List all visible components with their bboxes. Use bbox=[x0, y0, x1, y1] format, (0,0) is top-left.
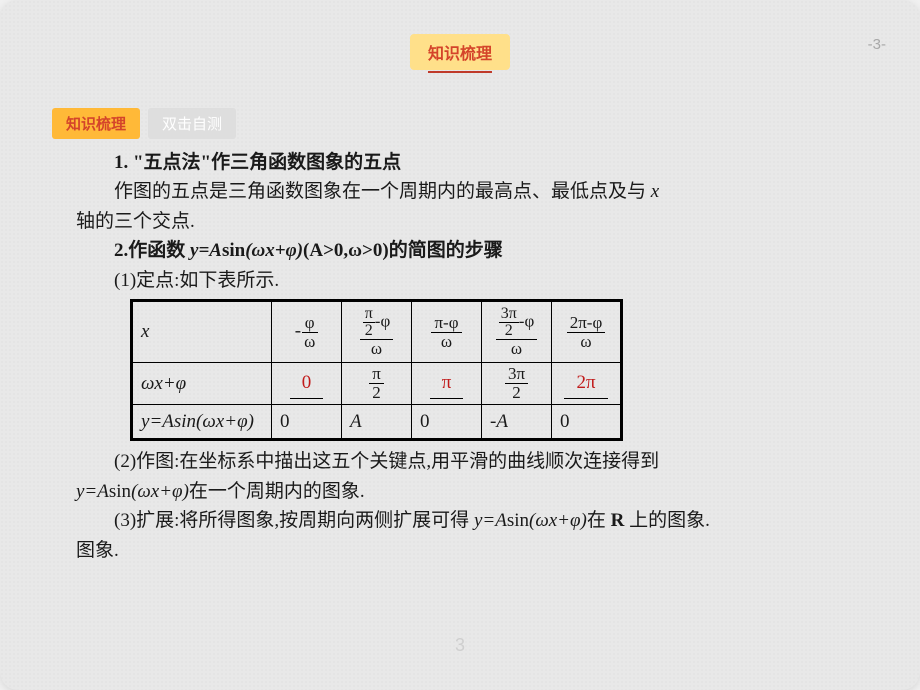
den: ω bbox=[508, 340, 525, 358]
h2-post: 的简图的步骤 bbox=[389, 240, 503, 261]
five-point-table: x -φω π2-φ ω π-φω 3π2-φ ω bbox=[130, 299, 623, 441]
s3-mid: 在 bbox=[587, 510, 611, 531]
nfrac: π2 bbox=[363, 306, 375, 339]
p1-a: 作图的五点是三角函数图象在一个周期内的最高点、最低点及与 bbox=[114, 181, 651, 202]
h2-pre: 2.作函数 bbox=[114, 240, 190, 261]
h2-cond: (A>0,ω>0) bbox=[303, 240, 389, 261]
answer-2pi: 2π bbox=[564, 368, 607, 399]
answer-0: 0 bbox=[290, 368, 324, 399]
nfrac: 3π2 bbox=[499, 306, 519, 339]
table-row: y=Asin(ωx+φ) 0 A 0 -A 0 bbox=[132, 404, 622, 439]
nn: π bbox=[363, 306, 375, 323]
nd: 2 bbox=[363, 323, 375, 339]
label-y: y=Asin(ωx+φ) bbox=[141, 411, 254, 432]
s2-sin: sin bbox=[109, 481, 131, 502]
label-wx: ωx+φ bbox=[141, 373, 186, 394]
cell-y-5: 0 bbox=[552, 404, 622, 439]
cell-x-5: 2π-φω bbox=[552, 301, 622, 363]
num: 2π-φ bbox=[567, 314, 606, 333]
tab-knowledge[interactable]: 知识梳理 bbox=[52, 108, 140, 139]
den: 2 bbox=[369, 384, 384, 402]
nn: 3π bbox=[499, 306, 519, 323]
cell-x-3: π-φω bbox=[412, 301, 482, 363]
frac: 2π-φω bbox=[567, 314, 606, 351]
cell-y-3: 0 bbox=[412, 404, 482, 439]
frac: π2 bbox=[369, 365, 384, 402]
step-2-line2: y=Asin(ωx+φ)在一个周期内的图象. bbox=[76, 477, 860, 506]
h2-sin: sin bbox=[222, 240, 245, 261]
answer-pi: π bbox=[430, 368, 464, 399]
cell-x-1: -φω bbox=[272, 301, 342, 363]
num: φ bbox=[302, 314, 318, 333]
cell-wx-4: 3π2 bbox=[482, 363, 552, 405]
cell-wx-5: 2π bbox=[552, 363, 622, 405]
frac: 3π2 bbox=[505, 365, 528, 402]
table-row: x -φω π2-φ ω π-φω 3π2-φ ω bbox=[132, 301, 622, 363]
s2-pre: (2)作图:在坐标系中描出这五个关键点,用平滑的曲线顺次连接得到 bbox=[114, 451, 659, 472]
num: 3π bbox=[505, 365, 528, 384]
frac: φω bbox=[301, 314, 318, 351]
h2-arg: (ωx+φ) bbox=[245, 240, 303, 261]
p1-x: x bbox=[651, 181, 659, 202]
cell-wx-3: π bbox=[412, 363, 482, 405]
s3-y: y=A bbox=[474, 510, 507, 531]
paragraph-1: 作图的五点是三角函数图象在一个周期内的最高点、最低点及与 x bbox=[76, 177, 860, 206]
heading-2: 2.作函数 y=Asin(ωx+φ)(A>0,ω>0)的简图的步骤 bbox=[76, 236, 860, 265]
frac: 3π2-φ ω bbox=[496, 306, 538, 358]
den: ω bbox=[577, 333, 594, 351]
heading-1: 1. "五点法"作三角函数图象的五点 bbox=[76, 148, 860, 177]
den: ω bbox=[368, 340, 385, 358]
section-badge-label: 知识梳理 bbox=[428, 46, 492, 63]
row-label-y: y=Asin(ωx+φ) bbox=[132, 404, 272, 439]
step-3: (3)扩展:将所得图象,按周期向两侧扩展可得 y=Asin(ωx+φ)在 R 上… bbox=[76, 506, 860, 535]
cell-y-4: -A bbox=[482, 404, 552, 439]
step-1: (1)定点:如下表所示. bbox=[76, 266, 860, 295]
den: ω bbox=[438, 333, 455, 351]
s2-post: 在一个周期内的图象. bbox=[189, 481, 365, 502]
den: ω bbox=[301, 333, 318, 351]
s3-arg: (ωx+φ) bbox=[529, 510, 587, 531]
section-badge: 知识梳理 bbox=[410, 34, 510, 70]
cell-wx-1: 0 bbox=[272, 363, 342, 405]
step-2: (2)作图:在坐标系中描出这五个关键点,用平滑的曲线顺次连接得到 bbox=[76, 447, 860, 476]
step-3-line2: 图象. bbox=[76, 536, 860, 565]
page-corner-number: -3- bbox=[868, 36, 886, 53]
tabs: 知识梳理 双击自测 bbox=[52, 108, 236, 139]
slide: -3- 知识梳理 知识梳理 双击自测 1. "五点法"作三角函数图象的五点 作图… bbox=[0, 0, 920, 690]
cell-y-2: A bbox=[342, 404, 412, 439]
row-label-x: x bbox=[132, 301, 272, 363]
badge-underline bbox=[428, 71, 492, 73]
s2-arg: (ωx+φ) bbox=[131, 481, 189, 502]
minus: -φ bbox=[519, 312, 534, 331]
cell-wx-2: π2 bbox=[342, 363, 412, 405]
footer-page-number: 3 bbox=[455, 635, 465, 656]
row-label-wx: ωx+φ bbox=[132, 363, 272, 405]
label-x: x bbox=[141, 321, 149, 342]
nd: 2 bbox=[503, 323, 515, 339]
cell-y-1: 0 bbox=[272, 404, 342, 439]
s2-y: y=A bbox=[76, 481, 109, 502]
minus: -φ bbox=[375, 312, 390, 331]
table-row: ωx+φ 0 π2 π 3π2 2π bbox=[132, 363, 622, 405]
content: 1. "五点法"作三角函数图象的五点 作图的五点是三角函数图象在一个周期内的最高… bbox=[76, 148, 860, 565]
cell-x-2: π2-φ ω bbox=[342, 301, 412, 363]
cell-x-4: 3π2-φ ω bbox=[482, 301, 552, 363]
s3-post: 上的图象. bbox=[624, 510, 710, 531]
num: π-φ bbox=[431, 314, 461, 333]
s3-sin: sin bbox=[507, 510, 529, 531]
num: π bbox=[369, 365, 384, 384]
num: π2-φ bbox=[360, 306, 394, 340]
s3-R: R bbox=[611, 510, 625, 531]
paragraph-1b: 轴的三个交点. bbox=[76, 207, 860, 236]
h2-eq: y=A bbox=[190, 240, 222, 261]
num: 3π2-φ bbox=[496, 306, 538, 340]
den: 2 bbox=[509, 384, 524, 402]
tab-selftest[interactable]: 双击自测 bbox=[148, 108, 236, 139]
frac: π2-φ ω bbox=[360, 306, 394, 358]
s3-pre: (3)扩展:将所得图象,按周期向两侧扩展可得 bbox=[114, 510, 474, 531]
frac: π-φω bbox=[431, 314, 461, 351]
